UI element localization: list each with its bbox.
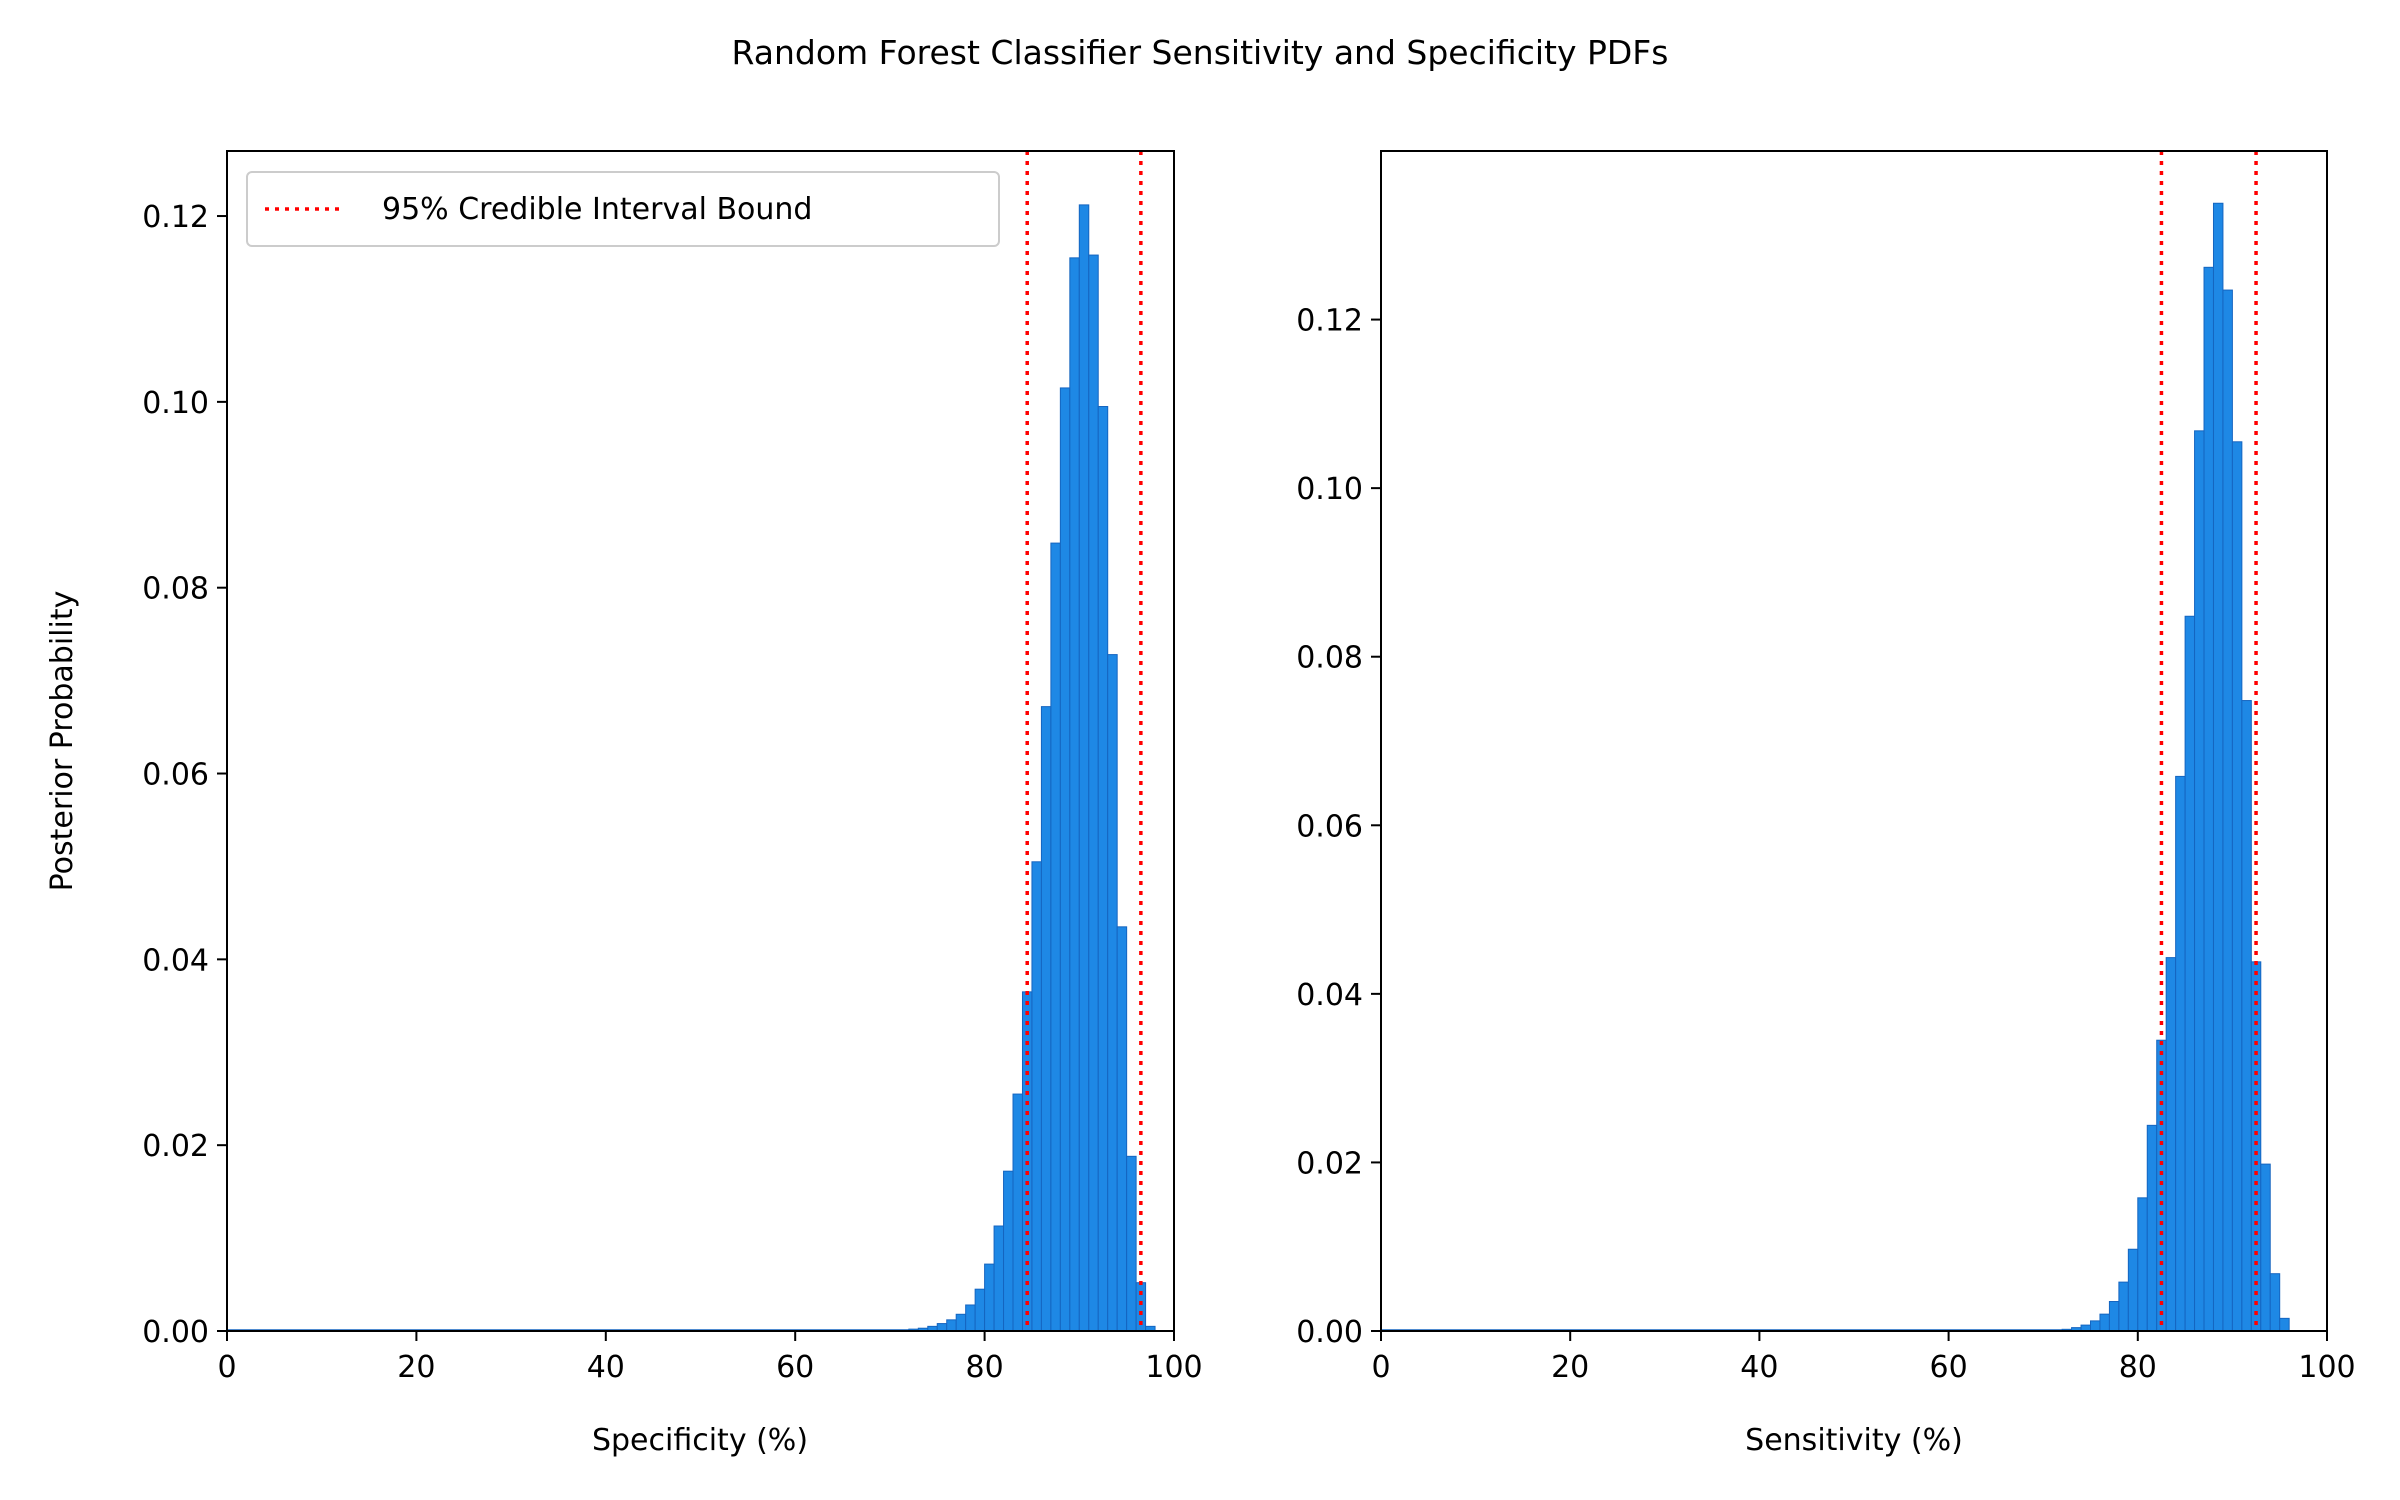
sensitivity-x-axis-label: Sensitivity (%)	[1745, 1423, 1963, 1458]
y-tick-label: 0.10	[142, 386, 209, 421]
histogram-bar	[2090, 1320, 2101, 1332]
histogram-bar	[2250, 961, 2262, 1332]
specificity-ticks: 0 20 40 60 80 100 0.00 0.02 0.04 0.06 0.08 0.10 0.12	[142, 200, 1202, 1385]
histogram-bar	[1050, 542, 1061, 1332]
x-tick-label: 0	[1371, 1350, 1390, 1385]
y-tick-label: 0.00	[1296, 1315, 1363, 1350]
specificity-axes-frame	[226, 150, 1175, 1332]
y-tick-label: 0.04	[1296, 978, 1363, 1013]
histogram-bar	[936, 1323, 948, 1332]
histogram-bar	[2184, 615, 2196, 1332]
histogram-bar	[1003, 1170, 1014, 1332]
specificity-y-axis-label: Posterior Probability	[45, 591, 80, 892]
x-tick-label: 60	[1930, 1350, 1968, 1385]
specificity-interval-lines	[1025, 151, 1143, 1331]
y-tick-label: 0.10	[1296, 472, 1363, 507]
histogram-bar	[946, 1319, 957, 1332]
y-tick-label: 0.08	[142, 572, 209, 607]
histogram-bar	[1088, 254, 1099, 1332]
histogram-bar	[2127, 1248, 2139, 1332]
legend-frame	[246, 171, 1000, 247]
histogram-bar	[2260, 1163, 2271, 1332]
legend: 95% Credible Interval Bound	[246, 171, 1000, 247]
histogram-bar	[974, 1288, 986, 1332]
legend-label: 95% Credible Interval Bound	[382, 192, 812, 227]
x-tick-label: 80	[2119, 1350, 2157, 1385]
sensitivity-ticks: 0 20 40 60 80 100 0.00 0.02 0.04 0.06 0.08 0.10 0.12	[1296, 304, 2355, 1385]
x-tick-label: 0	[217, 1350, 236, 1385]
histogram-bar	[1069, 257, 1080, 1332]
sensitivity-interval-lines	[2159, 151, 2258, 1331]
y-tick-label: 0.06	[142, 758, 209, 793]
x-tick-label: 60	[776, 1350, 814, 1385]
histogram-bar	[1126, 1155, 1137, 1332]
histogram-bar	[2194, 430, 2205, 1332]
histogram-bar	[1078, 204, 1090, 1332]
histogram-bar	[2203, 266, 2214, 1332]
specificity-panel: 95% Credible Interval Bound 0 20 40 60 80 100…	[45, 150, 1203, 1458]
histogram-bar	[1031, 861, 1042, 1332]
histogram-bar	[2099, 1313, 2110, 1332]
histogram-bar	[2241, 700, 2252, 1332]
histogram-bar	[2212, 202, 2224, 1332]
histogram-bar	[1040, 706, 1052, 1332]
y-tick-label: 0.12	[142, 200, 209, 235]
histogram-bar	[955, 1313, 967, 1332]
histogram-bar	[2108, 1301, 2120, 1332]
histogram-bar	[1116, 926, 1128, 1332]
x-tick-label: 20	[1551, 1350, 1589, 1385]
sensitivity-axes-frame	[1380, 150, 2328, 1332]
histogram-bar	[2231, 441, 2243, 1332]
x-tick-label: 20	[397, 1350, 435, 1385]
histogram-bar	[2279, 1317, 2290, 1332]
y-tick-label: 0.00	[142, 1315, 209, 1350]
x-tick-label: 100	[2298, 1350, 2355, 1385]
y-tick-label: 0.02	[1296, 1146, 1363, 1181]
histogram-bar	[1012, 1093, 1023, 1332]
histogram-bar	[1097, 406, 1109, 1332]
sensitivity-panel: 0 20 40 60 80 100 0.00 0.02 0.04 0.06 0.08 0.10 0.12…	[1296, 150, 2356, 1458]
x-tick-label: 80	[966, 1350, 1004, 1385]
histogram-bar	[2269, 1273, 2281, 1332]
histogram-bar	[2118, 1281, 2129, 1332]
x-tick-label: 40	[1740, 1350, 1778, 1385]
x-tick-label: 100	[1145, 1350, 1202, 1385]
y-tick-label: 0.08	[1296, 641, 1363, 676]
histogram-bar	[2146, 1124, 2158, 1332]
histogram-bar	[984, 1263, 995, 1332]
y-tick-label: 0.02	[142, 1129, 209, 1164]
y-tick-label: 0.04	[142, 943, 209, 978]
figure-title: Random Forest Classifier Sensitivity and…	[732, 33, 1669, 72]
histogram-bar	[1107, 654, 1118, 1332]
histogram-bar	[2222, 289, 2233, 1332]
histogram-bar	[2137, 1197, 2148, 1332]
histogram-bar	[1059, 387, 1071, 1332]
histogram-bar	[2175, 775, 2186, 1332]
y-tick-label: 0.06	[1296, 809, 1363, 844]
histogram-bar	[993, 1225, 1005, 1332]
y-tick-label: 0.12	[1296, 304, 1363, 339]
histogram-bar	[965, 1304, 976, 1332]
specificity-x-axis-label: Specificity (%)	[592, 1423, 808, 1458]
x-tick-label: 40	[587, 1350, 625, 1385]
histogram-bar	[2165, 957, 2177, 1332]
